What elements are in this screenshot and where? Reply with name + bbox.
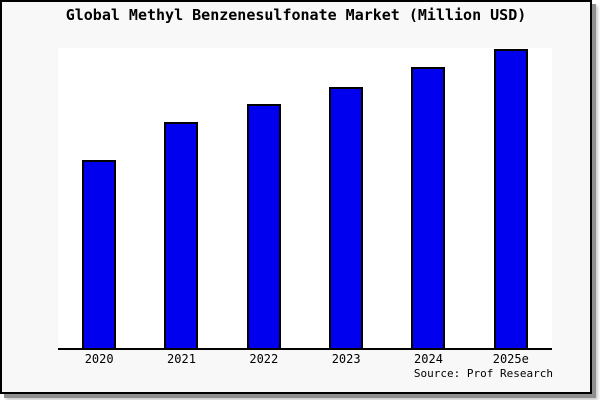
plot-area (58, 48, 552, 350)
chart-title: Global Methyl Benzenesulfonate Market (M… (65, 6, 527, 24)
bar-slot (470, 48, 552, 348)
x-tick-label-2024: 2024 (414, 352, 443, 366)
bar-2020 (82, 159, 117, 348)
bars-container (58, 48, 552, 348)
source-note: Source: Prof Research (413, 367, 553, 380)
bar-slot (140, 48, 222, 348)
x-tick-label-2025e: 2025e (492, 352, 529, 366)
x-tick-label-2020: 2020 (84, 352, 114, 366)
bar-2025e (493, 49, 528, 348)
bar-2023 (329, 86, 364, 348)
bar-slot (58, 48, 140, 348)
x-tick-label-2022: 2022 (249, 352, 279, 366)
bar-slot (387, 48, 469, 348)
bar-slot (223, 48, 305, 348)
bar-2024 (411, 67, 446, 348)
bar-2022 (246, 104, 281, 348)
x-axis-labels: 2020 2021 2022 2023 2024 2025e (58, 353, 552, 366)
x-tick-label-2023: 2023 (331, 352, 361, 366)
x-tick-label-2021: 2021 (167, 352, 196, 366)
bar-2021 (164, 122, 199, 348)
bar-slot (305, 48, 387, 348)
